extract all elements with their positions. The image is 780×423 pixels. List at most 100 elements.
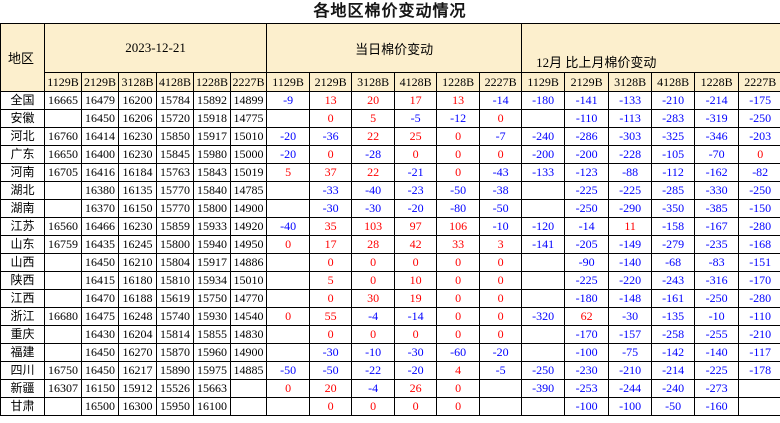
monthly-change-cell: -141 — [564, 91, 610, 110]
monthly-change-cell: -319 — [694, 109, 740, 128]
daily-change-cell: -14 — [479, 91, 523, 110]
monthly-change-cell: -180 — [564, 289, 610, 308]
daily-change-cell: 25 — [394, 127, 438, 146]
page-title: 各地区棉价变动情况 — [313, 3, 467, 20]
table-row: 湖南 16370 16150 15770 15800 14900 -30 -30 -20 -80-… — [0, 199, 780, 218]
price-cell: 15000 — [229, 145, 268, 164]
price-cell: 15845 — [156, 145, 194, 164]
monthly-change-cell: -170 — [564, 325, 610, 344]
daily-change-cell: -30 — [394, 343, 438, 362]
monthly-change-cell: -286 — [564, 127, 610, 146]
daily-change-cell — [479, 397, 523, 416]
monthly-change-cell: -149 — [608, 235, 653, 254]
daily-change-cell: -40 — [351, 181, 396, 200]
daily-change-cell: 0 — [436, 163, 481, 182]
price-cell: 15019 — [229, 163, 268, 182]
table-row: 江西 16470 16188 15619 15750 14770 0 30 19 0 0 -180 -1… — [0, 289, 780, 308]
price-cell: 16450 — [81, 343, 119, 362]
monthly-change-cell: -230 — [564, 361, 610, 380]
monthly-change-cell: -123 — [564, 163, 610, 182]
daily-change-cell: 37 — [309, 163, 353, 182]
region-name: 河北 — [0, 127, 45, 146]
price-cell: 15892 — [193, 91, 231, 110]
monthly-change-cell: -225 — [564, 271, 610, 290]
daily-change-cell: 42 — [394, 235, 438, 254]
monthly-change-cell — [521, 271, 566, 290]
table-row: 广东 16650 16400 16230 15845 15980 15000 -20 0 -28 0… — [0, 145, 780, 164]
daily-change-cell: 0 — [351, 397, 396, 416]
price-cell: 14770 — [229, 289, 268, 308]
price-cell: 16210 — [118, 253, 157, 272]
daily-change-cell: 0 — [479, 253, 523, 272]
price-cell: 15814 — [156, 325, 194, 344]
price-cell: 15810 — [156, 271, 194, 290]
daily-change-cell: -43 — [479, 163, 523, 182]
monthly-change-cell: 0 — [738, 145, 780, 164]
price-cell: 15890 — [156, 361, 194, 380]
daily-change-cell: 0 — [436, 397, 481, 416]
price-cell: 15917 — [193, 253, 231, 272]
daily-change-cell: 22 — [351, 127, 396, 146]
region-name: 湖北 — [0, 181, 45, 200]
date-group-header: 2023-12-21 — [43, 23, 268, 73]
daily-change-cell: -12 — [436, 109, 481, 128]
daily-change-cell: 13 — [309, 91, 353, 110]
daily-change-cell — [266, 109, 311, 128]
region-name: 湖南 — [0, 199, 45, 218]
daily-change-cell: 5 — [266, 163, 311, 182]
daily-change-cell: 33 — [436, 235, 481, 254]
price-cell — [44, 325, 82, 344]
daily-change-cell: 0 — [436, 271, 481, 290]
daily-change-cell: 10 — [394, 271, 438, 290]
price-cell: 16450 — [81, 361, 119, 380]
monthly-change-cell: -110 — [738, 307, 780, 326]
daily-change-cell: 103 — [351, 217, 396, 236]
monthly-change-cell: -168 — [738, 235, 780, 254]
price-cell: 14785 — [229, 181, 268, 200]
table-body: 全国 16665 16479 16200 15784 15892 14899 -9 13 20 17… — [0, 91, 780, 416]
price-cell: 15784 — [156, 91, 194, 110]
monthly-change-cell: -120 — [521, 217, 566, 236]
monthly-change-cell — [521, 199, 566, 218]
monthly-change-cell: -160 — [694, 397, 740, 416]
daily-change-cell — [266, 397, 311, 416]
monthly-change-cell: -203 — [738, 127, 780, 146]
monthly-change-cell — [738, 397, 780, 416]
price-cell: 16414 — [81, 127, 119, 146]
price-cell: 16466 — [81, 217, 119, 236]
price-cell: 16300 — [118, 397, 157, 416]
daily-change-cell: 55 — [309, 307, 353, 326]
daily-change-cell: -20 — [394, 361, 438, 380]
daily-change-cell: 0 — [309, 289, 353, 308]
subcolumn-header: 1228B — [436, 72, 481, 92]
price-cell: 15770 — [156, 199, 194, 218]
price-cell: 16665 — [44, 91, 82, 110]
monthly-change-cell: -205 — [564, 235, 610, 254]
price-cell: 15940 — [193, 235, 231, 254]
price-cell: 16200 — [118, 91, 157, 110]
subcolumn-header: 4128B — [156, 72, 194, 92]
price-cell: 15526 — [156, 379, 194, 398]
region-name: 安徽 — [0, 109, 45, 128]
daily-change-cell: 0 — [266, 307, 311, 326]
monthly-change-cell: -140 — [694, 343, 740, 362]
table-row: 甘肃 16500 16300 15950 16100 0 0 0 0 -100 -100 -50 -16… — [0, 397, 780, 416]
daily-change-cell: -50 — [266, 361, 311, 380]
price-cell: 16180 — [118, 271, 157, 290]
daily-change-cell: -50 — [309, 361, 353, 380]
monthly-change-cell: -228 — [608, 145, 653, 164]
monthly-change-cell: -140 — [608, 253, 653, 272]
daily-change-cell: -22 — [351, 361, 396, 380]
price-cell: 16760 — [44, 127, 82, 146]
subcolumn-header: 4128B — [651, 72, 696, 92]
daily-change-cell: 97 — [394, 217, 438, 236]
monthly-change-cell: -303 — [608, 127, 653, 146]
daily-change-cell: -20 — [479, 343, 523, 362]
monthly-change-cell: -225 — [608, 181, 653, 200]
price-cell: 16450 — [81, 253, 119, 272]
monthly-change-cell: -350 — [651, 199, 696, 218]
daily-change-cell: -23 — [394, 181, 438, 200]
daily-change-cell: 0 — [309, 325, 353, 344]
monthly-change-cell: -273 — [694, 379, 740, 398]
price-cell — [44, 199, 82, 218]
